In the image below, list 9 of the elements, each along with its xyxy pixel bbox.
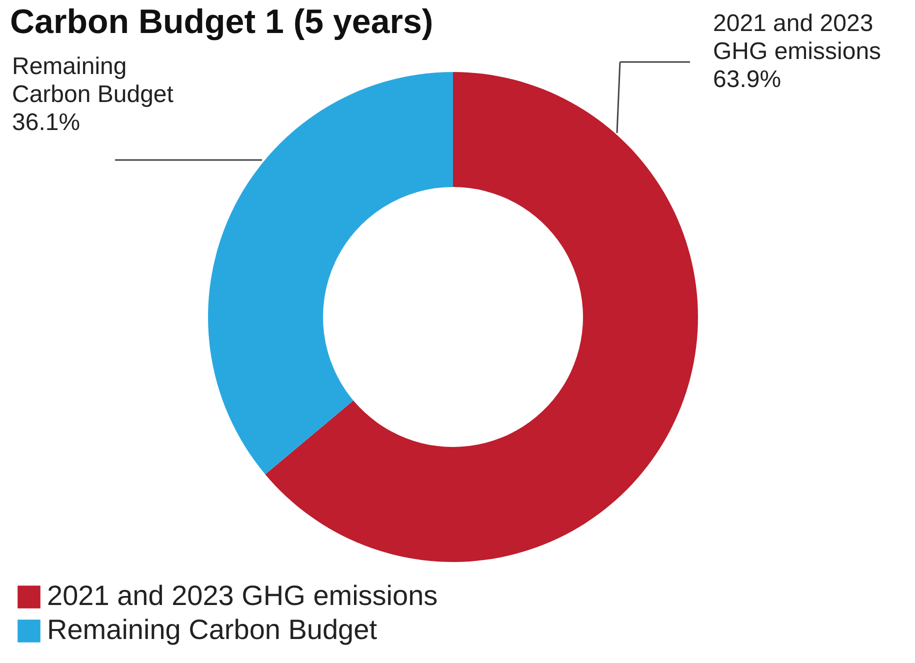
- donut-slice: [265, 72, 698, 562]
- chart-title: Carbon Budget 1 (5 years): [10, 3, 434, 41]
- slice-label: Remaining Carbon Budget: [12, 53, 174, 108]
- donut-slice: [208, 72, 453, 474]
- data-label: 36.1%: [12, 109, 80, 136]
- data-label: 63.9%: [713, 66, 782, 93]
- slice-label: 2021 and 2023 GHG emissions: [713, 10, 882, 65]
- legend-label: Remaining Carbon Budget: [47, 614, 378, 645]
- legend-label: 2021 and 2023 GHG emissions: [47, 580, 438, 611]
